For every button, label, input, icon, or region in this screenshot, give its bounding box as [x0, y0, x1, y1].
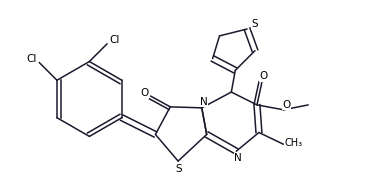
Text: O: O — [141, 88, 149, 98]
Text: O: O — [260, 71, 268, 81]
Text: CH₃: CH₃ — [284, 138, 302, 148]
Text: S: S — [176, 164, 183, 174]
Text: O: O — [282, 100, 290, 110]
Text: N: N — [200, 97, 208, 107]
Text: N: N — [234, 153, 242, 163]
Text: Cl: Cl — [26, 54, 36, 64]
Text: Cl: Cl — [110, 35, 120, 45]
Text: S: S — [252, 19, 258, 29]
